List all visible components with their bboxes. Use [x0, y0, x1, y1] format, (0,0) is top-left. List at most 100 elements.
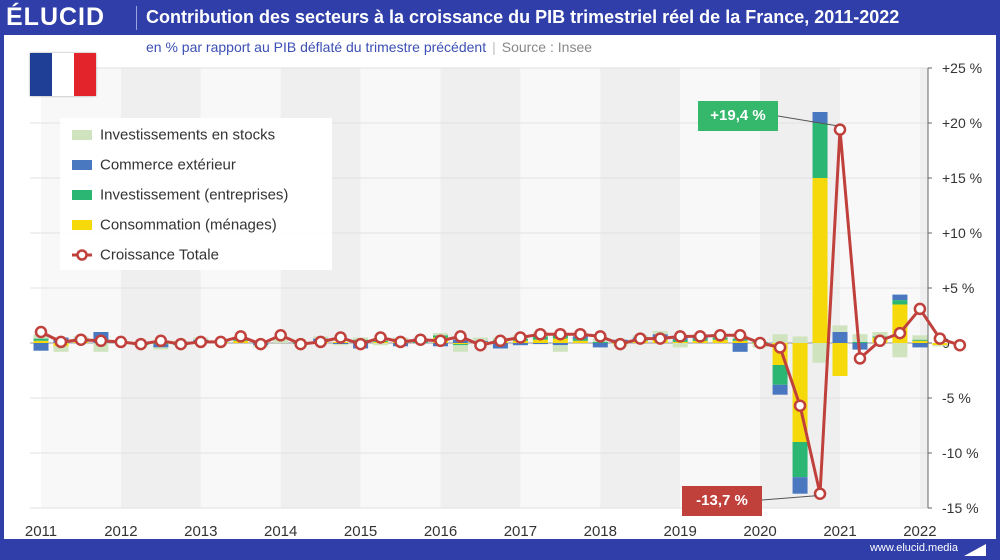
- bar-consommation: [812, 178, 828, 343]
- callout-connector: [761, 495, 817, 501]
- bar-commerce: [832, 332, 848, 343]
- bar-consommation: [532, 339, 548, 343]
- total-point: [813, 487, 827, 500]
- legend-item-consommation[interactable]: Consommation (ménages): [72, 216, 277, 236]
- legend-swatch-investissement: [72, 190, 92, 201]
- subtitle-text: en % par rapport au PIB déflaté du trime…: [146, 39, 487, 55]
- total-point: [614, 337, 627, 351]
- brand-logo[interactable]: ÉLUCID: [0, 0, 136, 35]
- bar-stocks: [812, 343, 828, 363]
- bar-stocks: [452, 345, 468, 352]
- legend-label: Investissements en stocks: [100, 126, 276, 144]
- bar-stocks: [792, 336, 808, 343]
- total-point: [394, 335, 407, 349]
- legend-item-stocks[interactable]: Investissements en stocks: [72, 126, 275, 146]
- y-tick-label: -10 %: [942, 445, 979, 461]
- bar-consommation: [33, 340, 49, 343]
- total-point: [34, 325, 48, 339]
- total-point: [414, 333, 427, 346]
- bar-stocks: [872, 332, 888, 337]
- chart-subtitle: en % par rapport au PIB déflaté du trime…: [146, 39, 592, 55]
- total-point: [494, 334, 507, 348]
- y-tick-label: +15 %: [942, 170, 982, 186]
- total-point: [54, 335, 68, 349]
- bar-stocks: [852, 334, 868, 342]
- legend-swatch-consommation: [72, 220, 92, 231]
- total-point: [454, 330, 467, 343]
- total-point: [574, 327, 587, 341]
- total-point: [354, 337, 367, 351]
- total-point: [673, 330, 687, 343]
- bar-commerce: [892, 294, 908, 301]
- france-flag-icon: [30, 53, 96, 96]
- bar-stocks: [672, 343, 688, 348]
- total-point: [753, 336, 767, 350]
- chart-legend: Investissements en stocks Commerce extér…: [60, 118, 332, 270]
- y-tick-label: -5 %: [942, 390, 971, 406]
- elucid-mark-icon: [964, 544, 986, 556]
- x-tick-label: 2018: [584, 523, 617, 540]
- y-tick-label: +10 %: [942, 225, 982, 241]
- bar-consommation: [732, 340, 748, 343]
- x-tick-label: 2020: [743, 523, 776, 540]
- legend-swatch-commerce: [72, 160, 92, 171]
- y-tick-label: +5 %: [942, 280, 974, 296]
- total-point: [534, 327, 547, 341]
- total-point: [514, 331, 527, 344]
- bar-stocks: [932, 345, 948, 347]
- bar-commerce: [512, 343, 528, 346]
- total-point: [913, 302, 927, 316]
- bar-commerce: [33, 343, 49, 351]
- total-point: [174, 337, 188, 351]
- chart-title: Contribution des secteurs à la croissanc…: [146, 7, 900, 27]
- legend-item-total[interactable]: Croissance Totale: [72, 246, 219, 266]
- total-point: [234, 330, 247, 343]
- bar-investissement: [33, 338, 49, 341]
- bar-stocks: [892, 343, 908, 358]
- total-point: [953, 338, 967, 352]
- bar-consommation: [572, 340, 588, 343]
- total-point: [893, 326, 907, 340]
- total-point: [653, 332, 667, 345]
- legend-swatch-total: [72, 249, 92, 261]
- legend-label: Consommation (ménages): [100, 216, 277, 234]
- bar-stocks: [552, 345, 568, 352]
- total-point: [374, 331, 387, 344]
- total-point: [833, 123, 847, 136]
- total-point: [594, 330, 607, 343]
- total-point: [334, 331, 347, 344]
- legend-label: Commerce extérieur: [100, 156, 236, 174]
- bar-investissement: [452, 344, 468, 346]
- footer-bar: [0, 539, 1000, 560]
- y-tick-label: -15 %: [942, 500, 979, 516]
- x-tick-label: 2012: [104, 523, 137, 540]
- total-point: [294, 337, 307, 351]
- bar-stocks: [832, 325, 848, 332]
- bar-commerce: [552, 343, 568, 346]
- total-point: [254, 337, 267, 351]
- total-point: [114, 335, 128, 349]
- total-point: [74, 333, 88, 346]
- legend-item-commerce[interactable]: Commerce extérieur: [72, 156, 236, 176]
- bar-stocks: [333, 344, 349, 346]
- bar-consommation: [912, 340, 928, 343]
- bar-stocks: [433, 333, 448, 336]
- x-tick-label: 2011: [25, 523, 57, 540]
- total-point: [554, 327, 567, 341]
- bar-stocks: [93, 343, 109, 352]
- legend-item-investissement[interactable]: Investissement (entreprises): [72, 186, 288, 206]
- x-tick-label: 2013: [184, 523, 217, 540]
- y-tick-label: +25 %: [942, 60, 982, 76]
- footer-url[interactable]: www.elucid.media: [869, 542, 958, 554]
- bar-stocks: [53, 346, 69, 352]
- source-text: Source : Insee: [501, 39, 593, 55]
- x-tick-label: 2022: [903, 523, 936, 540]
- bar-stocks: [772, 334, 788, 343]
- legend-label: Croissance Totale: [100, 246, 219, 264]
- callout-max: +19,4 %: [698, 101, 778, 131]
- total-point: [773, 341, 787, 354]
- bar-commerce: [812, 112, 828, 123]
- legend-label: Investissement (entreprises): [100, 186, 289, 204]
- bar-consommation: [452, 343, 468, 345]
